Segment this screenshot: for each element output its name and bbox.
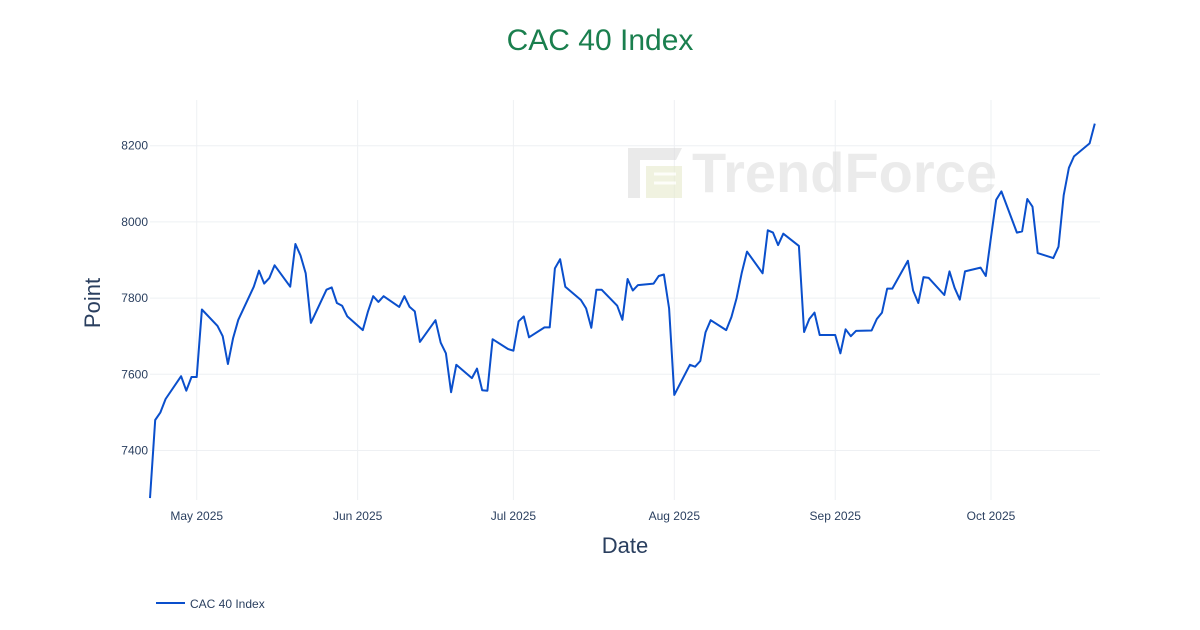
x-axis-title: Date: [602, 533, 648, 558]
x-tick-label: Jul 2025: [491, 509, 537, 523]
y-tick-label: 7800: [121, 291, 148, 305]
chart-title: CAC 40 Index: [507, 24, 694, 57]
x-tick-label: Jun 2025: [333, 509, 383, 523]
y-tick-label: 8200: [121, 139, 148, 153]
series-line-cac-40[interactable]: [149, 123, 1096, 499]
y-axis-ticks: 7400 7600 7800 8000 8200: [121, 139, 148, 458]
y-tick-label: 7600: [121, 367, 148, 381]
x-tick-label: Aug 2025: [649, 509, 701, 523]
watermark-logo-icon: [628, 148, 682, 198]
y-tick-label: 8000: [121, 215, 148, 229]
x-tick-label: Oct 2025: [967, 509, 1016, 523]
watermark-text: TrendForce: [692, 141, 997, 204]
legend-label-cac-40: CAC 40 Index: [190, 597, 265, 611]
legend[interactable]: CAC 40 Index: [156, 597, 265, 611]
y-axis-title: Point: [80, 278, 105, 328]
watermark: TrendForce: [628, 141, 997, 204]
series-layer: [149, 123, 1096, 499]
x-axis-ticks: May 2025 Jun 2025 Jul 2025 Aug 2025 Sep 2025…: [170, 509, 1015, 523]
x-tick-label: Sep 2025: [810, 509, 862, 523]
x-tick-label: May 2025: [170, 509, 223, 523]
y-tick-label: 7400: [121, 443, 148, 457]
